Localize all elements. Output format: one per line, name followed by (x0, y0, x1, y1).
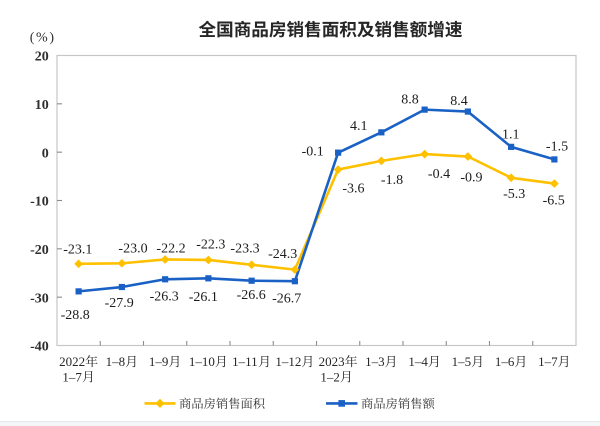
svg-text:4.1: 4.1 (350, 119, 368, 134)
svg-text:1–4: 1–4 (408, 354, 428, 369)
svg-text:1–5: 1–5 (452, 354, 472, 369)
svg-text:2022: 2022 (59, 354, 85, 369)
svg-text:10: 10 (35, 98, 49, 113)
svg-text:-5.3: -5.3 (503, 187, 525, 202)
svg-text:1–3: 1–3 (365, 354, 385, 369)
svg-text:1–12: 1–12 (275, 354, 301, 369)
svg-text:-1.8: -1.8 (381, 173, 403, 188)
svg-text:-26.7: -26.7 (272, 291, 301, 306)
svg-text:-10: -10 (30, 195, 49, 210)
svg-text:-22.3: -22.3 (196, 237, 225, 252)
svg-text:1–7: 1–7 (62, 369, 82, 384)
svg-text:-26.3: -26.3 (150, 289, 179, 304)
svg-text:-30: -30 (30, 291, 49, 306)
svg-text:-23.1: -23.1 (63, 242, 92, 257)
svg-text:1–2: 1–2 (320, 369, 340, 384)
svg-text:1–9: 1–9 (149, 354, 169, 369)
svg-text:(%): (%) (30, 30, 56, 45)
svg-text:-28.8: -28.8 (61, 308, 90, 323)
svg-text:-22.2: -22.2 (156, 241, 185, 256)
svg-text:-26.6: -26.6 (237, 288, 266, 303)
svg-text:-20: -20 (30, 243, 49, 258)
svg-text:1–11: 1–11 (232, 354, 258, 369)
svg-text:2023: 2023 (319, 354, 345, 369)
svg-text:-23.3: -23.3 (230, 241, 259, 256)
svg-text:1–8: 1–8 (106, 354, 126, 369)
svg-text:1–10: 1–10 (189, 354, 215, 369)
svg-text:-3.6: -3.6 (342, 181, 364, 196)
svg-text:8.4: 8.4 (450, 94, 468, 109)
svg-text:-26.1: -26.1 (189, 290, 218, 305)
svg-text:-6.5: -6.5 (543, 193, 565, 208)
svg-text:0: 0 (42, 146, 49, 161)
svg-text:8.8: 8.8 (401, 92, 419, 107)
svg-text:1.1: 1.1 (502, 127, 520, 142)
svg-text:-0.1: -0.1 (302, 144, 324, 159)
svg-text:-1.5: -1.5 (546, 140, 568, 155)
svg-text:-40: -40 (30, 340, 49, 355)
svg-text:-0.9: -0.9 (460, 170, 482, 185)
svg-text:1–6: 1–6 (495, 354, 515, 369)
svg-text:-0.4: -0.4 (428, 167, 450, 182)
svg-text:-24.3: -24.3 (268, 247, 297, 262)
svg-text:1–7: 1–7 (538, 354, 558, 369)
svg-text:-27.9: -27.9 (105, 296, 134, 311)
svg-text:-23.0: -23.0 (118, 241, 147, 256)
svg-text:20: 20 (35, 50, 49, 65)
